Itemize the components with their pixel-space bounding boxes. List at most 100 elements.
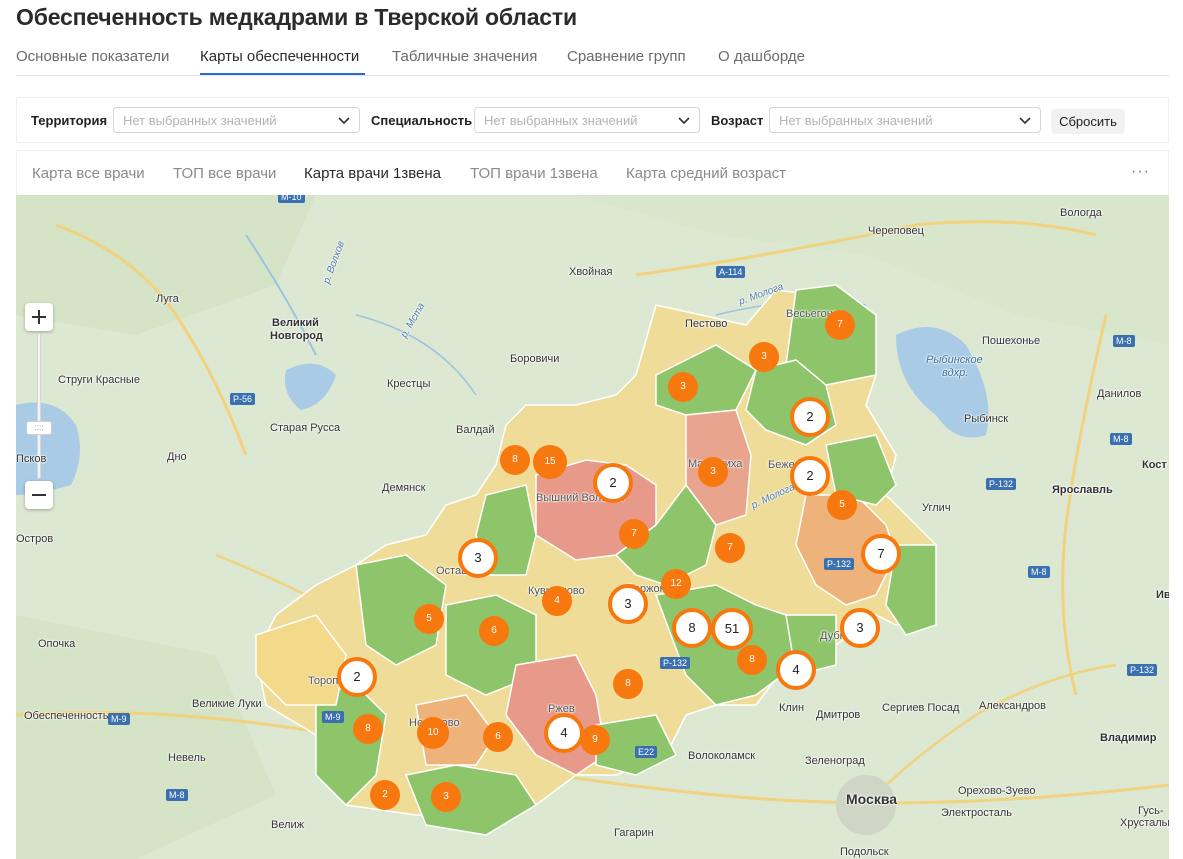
age-label: Возраст [711,113,764,128]
region-label: Ржев [548,703,575,715]
map-cluster-marker[interactable]: 15 [533,445,567,479]
main-tabs: Основные показатели Карты обеспеченности… [16,40,1169,76]
map-cluster-marker[interactable]: 2 [593,463,633,503]
tab-group-compare[interactable]: Сравнение групп [567,48,686,65]
map-cluster-marker[interactable]: 12 [661,569,691,599]
map-label-city: Вологда [1060,207,1102,219]
tab-about-dashboard[interactable]: О дашборде [718,48,805,65]
subtab-map-primary-doctors[interactable]: Карта врачи 1звена [304,165,441,182]
map-label-city: Велиж [271,819,305,831]
map-label-city: Пошехонье [982,335,1041,347]
zoom-slider-track[interactable] [37,333,41,479]
map-cluster-marker[interactable]: 10 [417,717,449,749]
reset-button[interactable]: Сбросить [1051,109,1125,134]
map-cluster-marker[interactable]: 2 [790,397,830,437]
map-cluster-marker[interactable]: 9 [580,725,610,755]
subtab-top-primary-doctors[interactable]: ТОП врачи 1звена [470,165,598,182]
territory-select[interactable]: Нет выбранных значений [113,107,360,133]
map-label-city: Валдай [456,424,495,436]
map-cluster-marker[interactable]: 3 [749,342,779,372]
map-cluster-marker[interactable]: 3 [698,457,728,487]
map-label-city: Луга [156,293,179,305]
tab-table-values[interactable]: Табличные значения [392,48,538,65]
road-badge: Р-132 [660,657,691,669]
tab-main-indicators[interactable]: Основные показатели [16,48,170,65]
map-label-city: Новгород [270,330,323,342]
map-cluster-marker[interactable]: 7 [619,519,649,549]
map-cluster-marker[interactable]: 8 [353,714,383,744]
map-cluster-marker[interactable]: 7 [715,533,745,563]
map-label-city: Гагарин [614,827,654,839]
subtab-map-all-doctors[interactable]: Карта все врачи [32,165,145,182]
map-label-city: Старая Русса [270,422,341,434]
map-label-city: Невель [168,752,206,764]
map-cluster-marker[interactable]: 8 [672,608,712,648]
map-label-city: Хвойная [569,266,613,278]
map-label-city: Кост [1142,459,1167,471]
zoom-out-button[interactable] [25,481,53,509]
map-cluster-marker[interactable]: 3 [608,584,648,624]
map-cluster-marker[interactable]: 2 [337,657,377,697]
map-cluster-marker[interactable]: 4 [776,650,816,690]
map-label-city: Александров [979,700,1046,712]
map-cluster-marker[interactable]: 8 [613,669,643,699]
map-label-city: Череповец [868,225,924,237]
map-label-city: Великий [272,317,319,329]
map-label-city: Хрустальн [1120,817,1169,829]
map-cluster-marker[interactable]: 4 [544,713,584,753]
road-badge: М-8 [1028,566,1050,578]
road-badge: М-8 [1110,433,1132,445]
map-cluster-marker[interactable]: 5 [414,604,444,634]
map-cluster-marker[interactable]: 6 [479,616,509,646]
map-cluster-marker[interactable]: 3 [668,372,698,402]
map-cluster-marker[interactable]: 7 [861,534,901,574]
map-label-city: Углич [922,502,951,514]
map-cluster-marker[interactable]: 6 [483,722,513,752]
subtab-top-all-doctors[interactable]: ТОП все врачи [173,165,277,182]
map-cluster-marker[interactable]: 3 [458,538,498,578]
map-label-city: Остров [16,533,54,545]
chevron-down-icon [1019,117,1031,125]
map-label-city: Электросталь [941,807,1012,819]
map-label-city: Крестцы [387,378,431,390]
age-select[interactable]: Нет выбранных значений [769,107,1041,133]
filter-bar: Территория Нет выбранных значений Специа… [16,97,1169,143]
road-badge: Р-56 [230,393,256,405]
more-icon[interactable]: ··· [1131,163,1150,180]
map-cluster-marker[interactable]: 3 [431,782,461,812]
zoom-slider-handle[interactable]: :::: [26,421,52,435]
active-tab-indicator [200,73,365,75]
specialty-placeholder: Нет выбранных значений [484,113,638,128]
map-cluster-marker[interactable]: 3 [840,608,880,648]
map-label-city: Сергиев Посад [882,702,960,714]
map-canvas[interactable]: :::: Вологда Череповец Хвойная Пестово Л… [16,195,1169,859]
map-label-city: Данилов [1097,388,1142,400]
subtab-map-average-age[interactable]: Карта средний возраст [626,165,787,182]
map-label-city: Подольск [840,846,889,858]
map-cluster-marker[interactable]: 5 [827,490,857,520]
map-subtabs: Карта все врачи ТОП все врачи Карта врач… [16,150,1169,195]
tab-coverage-maps[interactable]: Карты обеспеченности [200,48,360,65]
chevron-down-icon [678,117,690,125]
specialty-label: Специальность [371,113,473,128]
map-label-capital: Москва [846,791,898,807]
map-cluster-marker[interactable]: 2 [370,780,400,810]
map-cluster-marker[interactable]: 7 [825,310,855,340]
road-badge: М-9 [108,713,130,725]
map-label-city: Великие Луки [192,698,262,710]
map-cluster-marker[interactable]: 4 [542,586,572,616]
specialty-select[interactable]: Нет выбранных значений [474,107,700,133]
road-badge: М-10 [278,195,305,203]
map-label-city: Дмитров [816,709,861,721]
road-badge: Р-132 [1127,664,1158,676]
road-badge: М-8 [166,789,188,801]
road-badge: М-9 [322,711,344,723]
map-label-city: Рыбинск [964,413,1009,425]
map-label-city: Ярославль [1052,484,1113,496]
map-label-city: Владимир [1100,732,1157,744]
map-cluster-marker[interactable]: 2 [790,456,830,496]
map-cluster-marker[interactable]: 51 [711,608,753,650]
map-cluster-marker[interactable]: 8 [737,645,767,675]
map-cluster-marker[interactable]: 8 [500,445,530,475]
zoom-in-button[interactable] [25,303,53,331]
